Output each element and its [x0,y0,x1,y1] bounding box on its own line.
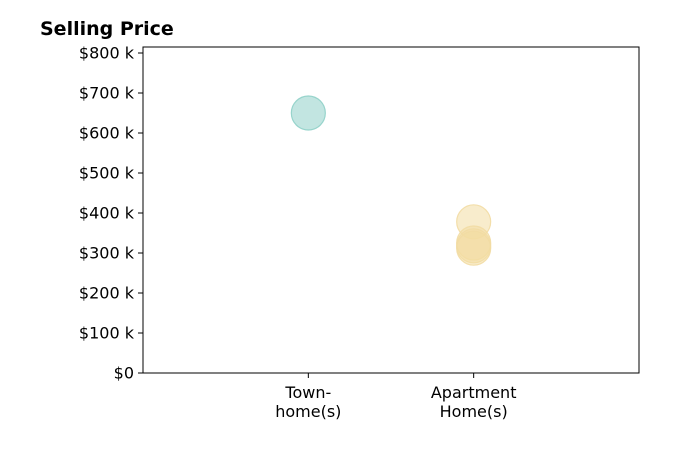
x-tick-label: Apartment Home(s) [431,383,517,421]
x-tick-label-line: Home(s) [440,402,508,421]
y-tick-label: $400 k [79,204,135,223]
y-tick-label: $100 k [79,324,135,343]
data-points [290,95,492,266]
y-tick-label: $0 [114,364,134,383]
x-tick-label-line: home(s) [275,402,341,421]
y-axis: $0 $100 k $200 k $300 k $400 k $500 k $600 k $7… [79,44,143,383]
data-point [290,95,326,131]
x-tick-label-line: Apartment [431,383,517,402]
x-tick-label-line: Town- [284,383,331,402]
y-tick-label: $700 k [79,84,135,103]
x-axis: Town-home(s) Apartment Home(s) [275,373,516,421]
data-point [456,230,492,266]
y-tick-label: $200 k [79,284,135,303]
x-tick-label: Town-home(s) [275,383,341,421]
y-tick-label: $300 k [79,244,135,263]
plot-area [142,46,640,374]
y-tick-label: $800 k [79,44,135,63]
y-tick-label: $500 k [79,164,135,183]
y-tick-label: $600 k [79,124,135,143]
chart-title: Selling Price [40,18,174,40]
